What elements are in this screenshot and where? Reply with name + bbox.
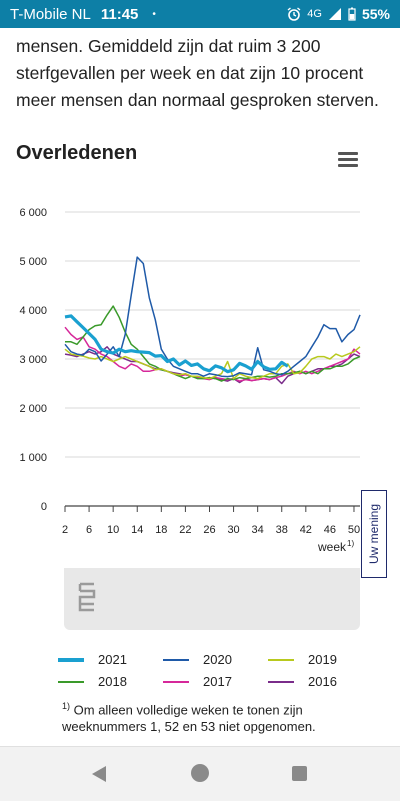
legend-item-2016[interactable]: 2016 (268, 674, 337, 689)
x-tick-label: 6 (86, 524, 92, 536)
legend-swatch (268, 658, 294, 661)
x-tick-label: 14 (131, 524, 143, 536)
x-tick-label: 22 (179, 524, 191, 536)
legend-item-2020[interactable]: 2020 (163, 652, 232, 667)
cbs-logo-icon (78, 582, 96, 612)
legend-item-2019[interactable]: 2019 (268, 652, 337, 667)
legend-swatch (58, 680, 84, 683)
y-tick-label: 6 000 (19, 207, 47, 219)
series-line-2019 (64, 346, 361, 380)
y-tick-label: 0 (41, 501, 47, 513)
x-tick-label: 26 (203, 524, 215, 536)
legend-label: 2018 (98, 674, 127, 689)
x-axis-label-footnote-marker: 1) (347, 539, 354, 548)
legend-swatch (268, 680, 294, 683)
legend-item-2018[interactable]: 2018 (58, 674, 127, 689)
y-tick-label: 2 000 (19, 403, 47, 415)
y-tick-label: 1 000 (19, 452, 47, 464)
legend-swatch (163, 680, 189, 683)
x-tick-label: 10 (107, 524, 119, 536)
back-icon[interactable] (90, 765, 108, 783)
legend-label: 2017 (203, 674, 232, 689)
footnote-marker: 1) (62, 701, 71, 711)
x-tick-label: 38 (276, 524, 288, 536)
legend-label: 2020 (203, 652, 232, 667)
intro-paragraph: mensen. Gemiddeld zijn dat ruim 3 200 st… (16, 36, 379, 110)
system-nav-bar (0, 746, 400, 801)
status-bar: T-Mobile NL 11:45 • 4G 55% (0, 0, 400, 28)
hamburger-icon-bar (338, 158, 358, 161)
signal-icon (328, 8, 341, 20)
series-line-2021 (64, 314, 289, 374)
alarm-icon (287, 7, 301, 21)
series-line-2020 (64, 256, 361, 378)
chart-title: Overledenen (16, 142, 138, 164)
hamburger-icon-bar (338, 164, 358, 167)
x-tick-label: 42 (300, 524, 312, 536)
chart-footnote: 1) Om alleen volledige weken te tonen zi… (62, 698, 362, 735)
chart-menu-button[interactable] (338, 152, 360, 170)
x-tick-label: 30 (227, 524, 239, 536)
x-tick-label: 34 (252, 524, 264, 536)
footnote-text: Om alleen volledige weken te tonen zijn … (62, 702, 316, 735)
feedback-tab[interactable]: Uw mening (361, 490, 387, 578)
x-axis-label: week (317, 540, 347, 554)
legend-item-2017[interactable]: 2017 (163, 674, 232, 689)
network-type: 4G (307, 8, 322, 20)
legend-item-2021[interactable]: 2021 (58, 652, 127, 667)
hamburger-icon (338, 152, 358, 155)
carrier-name: T-Mobile NL (10, 5, 91, 23)
status-right: 4G 55% (287, 6, 390, 22)
battery-icon (348, 7, 356, 21)
y-tick-label: 5 000 (19, 256, 47, 268)
x-tick-label: 18 (155, 524, 167, 536)
legend-swatch (58, 657, 84, 662)
x-tick-label: 46 (324, 524, 336, 536)
legend-label: 2021 (98, 652, 127, 667)
battery-percent: 55% (361, 6, 390, 22)
chart-footer-panel (64, 568, 360, 630)
recent-apps-icon[interactable] (292, 766, 307, 781)
x-tick-label: 50 (348, 524, 360, 536)
legend-label: 2016 (308, 674, 337, 689)
x-tick-label: 2 (62, 524, 68, 536)
status-time: 11:45 (100, 5, 139, 23)
y-tick-label: 4 000 (19, 305, 47, 317)
y-tick-label: 3 000 (19, 354, 47, 366)
feedback-label: Uw mening (367, 503, 381, 565)
legend-label: 2019 (308, 652, 337, 667)
legend-swatch (163, 658, 189, 661)
home-icon[interactable] (191, 764, 209, 782)
notification-dot: • (152, 8, 156, 20)
